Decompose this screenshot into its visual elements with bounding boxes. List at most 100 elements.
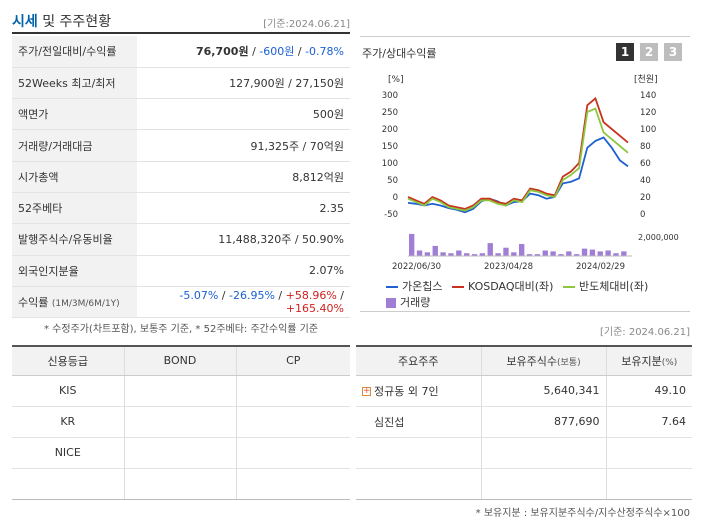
volume-bar	[432, 245, 438, 256]
legend-label: 거래량	[400, 296, 431, 309]
right-tick-label: 80	[640, 142, 651, 152]
holder-shares: 877,690	[481, 406, 607, 438]
table-row: 주가/전일대비/수익률 76,700원 / -600원 / -0.78%	[12, 36, 350, 68]
left-tick-label: 50	[387, 176, 398, 186]
right-tick-label: 0	[640, 210, 645, 220]
holder-name: 정규동 외 7인	[374, 384, 439, 398]
return-3m: -26.95%	[229, 289, 275, 303]
left-tick-label: 0	[393, 193, 398, 203]
chart-tabs: 1 2 3	[616, 43, 682, 61]
agency-name: KIS	[12, 375, 125, 407]
x-tick-label: 2022/06/30	[392, 262, 441, 272]
row-label: 52주베타	[12, 192, 137, 225]
col-header-sub: (보통)	[557, 357, 581, 368]
volume-bar	[574, 254, 580, 256]
col-header-sub: (%)	[661, 357, 678, 368]
price-change: -600원	[259, 45, 295, 59]
tab-3[interactable]: 3	[664, 43, 682, 61]
holder-shares	[481, 468, 607, 500]
volume-bar	[621, 251, 627, 256]
chart-legend: 가온칩스 KOSDAQ대비(좌) 반도체대비(좌) 거래량	[386, 277, 686, 313]
row-label: 수익률 (1M/3M/6M/1Y)	[12, 286, 137, 319]
volume-bar	[558, 254, 564, 256]
table-row: + 정규동 외 7인 5,640,341 49.10	[356, 375, 692, 407]
volume-bar	[448, 253, 454, 256]
left-tick-label: 300	[382, 91, 398, 101]
table-row: 수익률 (1M/3M/6M/1Y) -5.07% / -26.95% / +58…	[12, 286, 350, 319]
legend-item-semiconductor[interactable]: 반도체대비(좌)	[562, 279, 649, 295]
row-label: 주가/전일대비/수익률	[12, 36, 137, 68]
table-row: 52주베타 2.35	[12, 192, 350, 225]
table-row: 시가총액 8,812억원	[12, 161, 350, 193]
table-row	[12, 468, 350, 500]
bond-rating	[124, 437, 237, 469]
cp-rating	[236, 406, 350, 438]
section-header: 시세 및 주주현황 [기준:2024.06.21]	[12, 10, 350, 34]
title-main: 시세	[12, 14, 38, 30]
return-6m: +58.96%	[285, 289, 337, 303]
table-row: KIS	[12, 375, 350, 407]
cp-rating	[236, 375, 350, 407]
col-header-pct: 보유지분(%)	[606, 345, 692, 376]
table-header-row: 주요주주 보유주식수(보통) 보유지분(%)	[356, 345, 692, 376]
right-tick-label: 60	[640, 159, 651, 169]
agency-name: KR	[12, 406, 125, 438]
volume-bar	[542, 250, 548, 256]
table-row	[356, 437, 692, 469]
row-label: 액면가	[12, 98, 137, 131]
col-header: 주요주주	[356, 345, 482, 376]
col-header-text: 보유지분	[621, 354, 662, 368]
volume-bar	[503, 247, 509, 256]
volume-bar	[605, 250, 611, 256]
volume-bar	[416, 250, 423, 256]
volume-bar	[519, 244, 525, 256]
major-shareholders-table: 주요주주 보유주식수(보통) 보유지분(%) + 정규동 외 7인 5,640,3…	[356, 345, 692, 500]
chart-panel: 주가/상대수익률 1 2 3 [%] [천원] 300 250 200 150 100 50 0…	[360, 36, 690, 312]
row-label: 거래량/거래대금	[12, 129, 137, 162]
bond-rating	[124, 375, 237, 407]
separator: /	[294, 45, 306, 59]
separator: /	[274, 289, 286, 303]
row-value: 127,900원 / 27,150원	[137, 67, 350, 100]
volume-bar	[589, 249, 596, 256]
chart-canvas: [%] [천원]300250200150100500-50140120100806…	[382, 74, 679, 272]
chart-title: 주가/상대수익률	[362, 47, 437, 60]
cp-rating	[236, 437, 350, 469]
table-row: KR	[12, 406, 350, 438]
returns-label: 수익률	[18, 296, 49, 310]
volume-bar	[487, 243, 493, 256]
title-rest: 및 주주현황	[42, 14, 112, 30]
legend-item-kosdaq[interactable]: KOSDAQ대비(좌)	[451, 279, 553, 295]
legend-item-stock[interactable]: 가온칩스	[386, 279, 442, 295]
row-value: 8,812억원	[137, 161, 350, 193]
volume-bar	[597, 251, 603, 256]
left-axis-unit: [%]	[388, 75, 404, 85]
separator: /	[336, 289, 344, 303]
holder-shares: 5,640,341	[481, 375, 607, 407]
col-header: BOND	[124, 345, 237, 376]
tab-2[interactable]: 2	[640, 43, 658, 61]
legend-item-volume[interactable]: 거래량	[386, 295, 430, 311]
volume-bar	[511, 252, 517, 256]
row-value: 11,488,320주 / 50.90%	[137, 223, 350, 256]
col-header: CP	[236, 345, 350, 376]
bond-rating	[124, 468, 237, 500]
legend-swatch	[386, 286, 398, 288]
row-label: 시가총액	[12, 161, 137, 193]
legend-swatch	[562, 286, 575, 288]
current-price: 76,700원	[196, 45, 249, 59]
legend-label: 반도체대비(좌)	[578, 280, 649, 293]
volume-bar	[440, 252, 446, 256]
expand-plus-icon[interactable]: +	[362, 386, 371, 396]
tab-1[interactable]: 1	[616, 43, 634, 61]
holder-name: 심진섭	[356, 406, 482, 438]
col-header: 신용등급	[12, 345, 125, 376]
table-row: 52Weeks 최고/최저 127,900원 / 27,150원	[12, 67, 350, 100]
right-tick-label: 140	[640, 91, 656, 101]
holder-name-cell[interactable]: + 정규동 외 7인	[356, 375, 482, 407]
table-row: 심진섭 877,690 7.64	[356, 406, 692, 438]
base-date: [기준:2024.06.21]	[263, 19, 350, 30]
col-header-shares: 보유주식수(보통)	[481, 345, 607, 376]
agency-name	[12, 468, 125, 500]
returns-values: -5.07% / -26.95% / +58.96% / +165.40%	[137, 286, 350, 319]
